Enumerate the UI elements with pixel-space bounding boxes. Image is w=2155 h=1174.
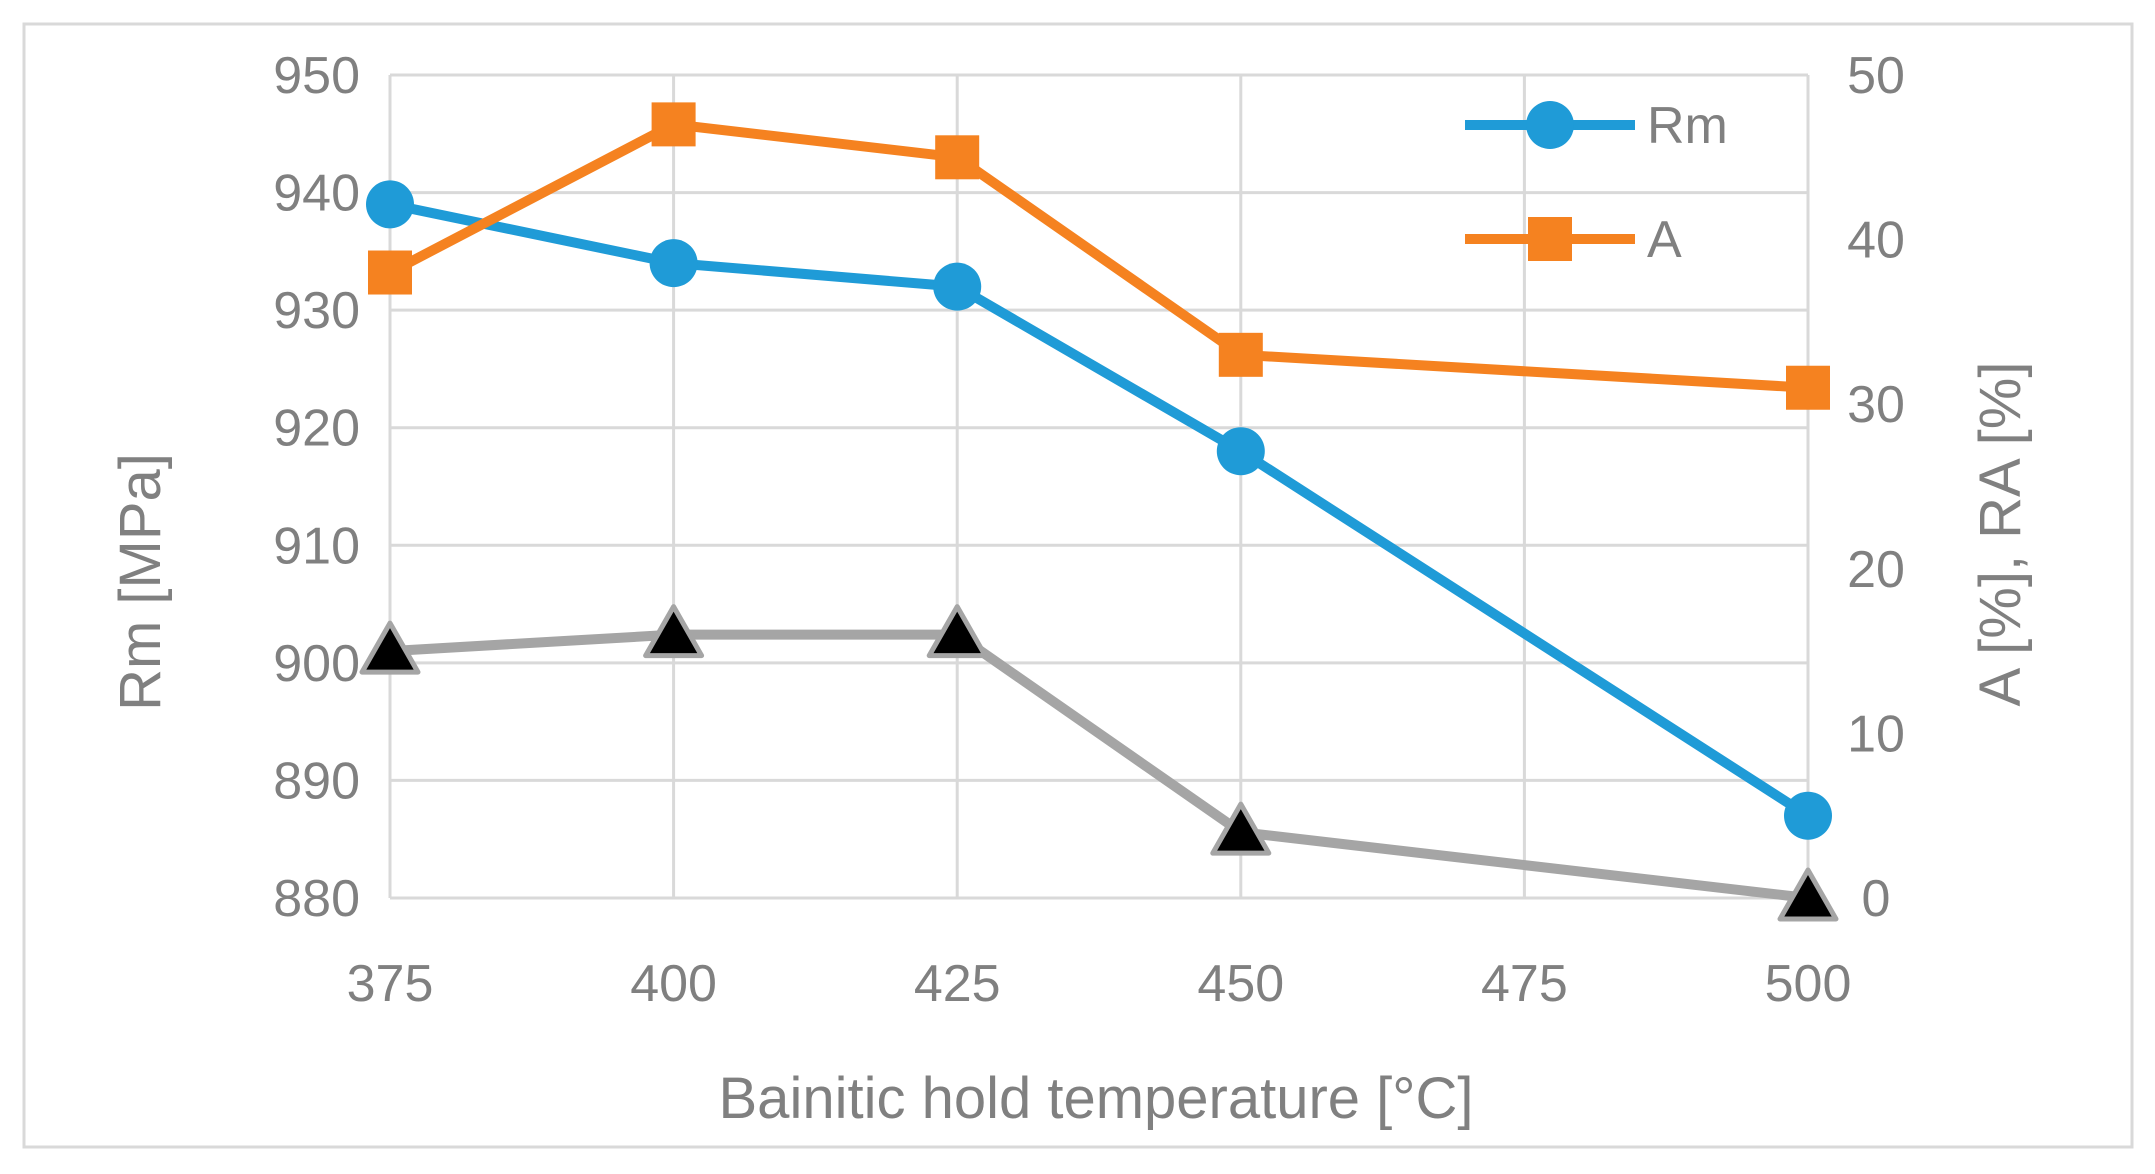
y-right-tick-label-0: 0 <box>1862 870 1891 928</box>
rm-point-500 <box>1784 791 1832 840</box>
series-3-point-500 <box>1777 867 1839 922</box>
x-tick-label-400: 400 <box>630 955 717 1013</box>
y-right-tick-label-10: 10 <box>1847 705 1905 763</box>
x-tick-label-500: 500 <box>1765 955 1852 1013</box>
y-left-tick-label-900: 900 <box>273 635 360 693</box>
legend-a-label: A <box>1647 211 1682 269</box>
legend-a-marker <box>1528 217 1572 261</box>
plot-series <box>359 102 1839 922</box>
y-left-tick-label-890: 890 <box>273 752 360 810</box>
a-point-375 <box>368 250 412 295</box>
a-point-400 <box>651 102 696 147</box>
a-point-425 <box>935 135 980 180</box>
a-point-500 <box>1786 365 1830 410</box>
y-axis-right-title: A [%], RA [%] <box>1968 362 2033 707</box>
rm-point-450 <box>1216 427 1265 476</box>
rm-point-375 <box>366 180 414 229</box>
a-point-450 <box>1218 332 1263 377</box>
y-left-tick-label-950: 950 <box>273 47 360 105</box>
x-tick-label-450: 450 <box>1197 955 1284 1013</box>
series-3-point-375 <box>359 620 421 675</box>
y-right-tick-label-50: 50 <box>1847 47 1905 105</box>
y-right-tick-label-20: 20 <box>1847 541 1905 599</box>
series-3-point-400 <box>643 604 705 659</box>
legend: Rm A <box>1465 97 1728 269</box>
y-left-tick-label-930: 930 <box>273 282 360 340</box>
x-tick-label-425: 425 <box>914 955 1001 1013</box>
x-axis-title: Bainitic hold temperature [°C] <box>719 1066 1474 1131</box>
x-tick-label-375: 375 <box>347 955 434 1013</box>
series-3-point-425 <box>926 604 988 659</box>
rm-point-400 <box>649 239 698 288</box>
rm-point-425 <box>933 262 982 311</box>
axes-tick-labels: 880 890 900 910 920 930 940 950 0 10 20 30 40 50 375 40… <box>273 47 1905 1013</box>
series-3-point-450 <box>1210 801 1272 856</box>
y-left-tick-label-920: 920 <box>273 400 360 458</box>
legend-rm-marker <box>1526 101 1574 149</box>
y-axis-left-title: Rm [MPa] <box>108 453 173 711</box>
y-left-tick-label-910: 910 <box>273 517 360 575</box>
y-right-tick-label-40: 40 <box>1847 212 1905 270</box>
x-tick-label-475: 475 <box>1481 955 1568 1013</box>
y-left-tick-label-880: 880 <box>273 870 360 928</box>
legend-rm-label: Rm <box>1647 97 1728 155</box>
y-right-tick-label-30: 30 <box>1847 376 1905 434</box>
y-left-tick-label-940: 940 <box>273 165 360 223</box>
